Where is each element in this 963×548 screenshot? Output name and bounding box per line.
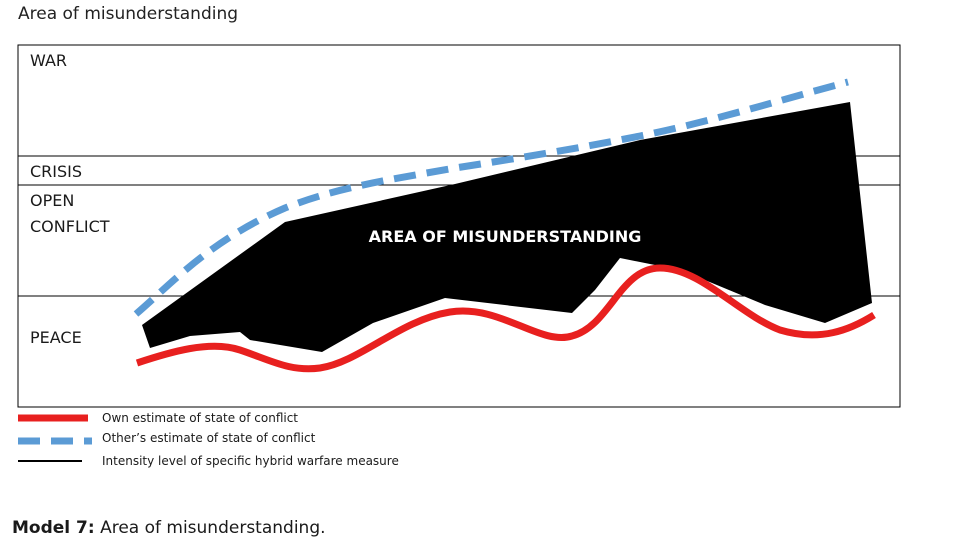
level-label-open: OPEN [30, 191, 74, 210]
misunderstanding-area [142, 102, 872, 352]
diagram-frame [17, 44, 901, 408]
legend-other-label: Other’s estimate of state of conflict [102, 431, 316, 445]
figure-caption: Model 7: Area of misunderstanding. [12, 518, 326, 538]
legend-intensity-label: Intensity level of specific hybrid warfa… [102, 454, 399, 468]
diagram-title: Area of misunderstanding [18, 4, 239, 24]
level-label-crisis: CRISIS [30, 162, 82, 181]
own-estimate-line [135, 264, 876, 373]
level-label-conflict: CONFLICT [30, 217, 110, 236]
area-label: AREA OF MISUNDERSTANDING [369, 227, 642, 246]
level-label-peace: PEACE [30, 328, 82, 347]
caption-text: Area of misunderstanding. [94, 518, 326, 538]
others-estimate-line [133, 78, 849, 317]
caption-prefix: Model 7: [12, 518, 95, 538]
legend-own-label: Own estimate of state of conflict [102, 411, 298, 425]
level-label-war: WAR [30, 51, 67, 70]
